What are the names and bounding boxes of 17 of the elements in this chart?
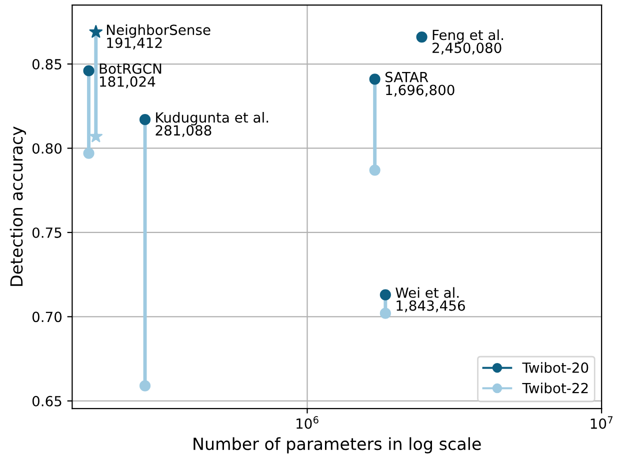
- annotation: SATAR 1,696,800: [385, 72, 454, 97]
- y-tick-label: 0.80: [32, 143, 62, 154]
- x-tick-label: 10$^{7}$: [590, 416, 613, 429]
- y-tick-label: 0.85: [32, 58, 62, 70]
- y-axis-title: Detection accuracy: [10, 126, 26, 286]
- annotation: Wei et al. 1,843,456: [396, 287, 465, 312]
- x-tick-label: 10$^{6}$: [296, 416, 318, 429]
- y-tick-label: 0.70: [32, 312, 62, 322]
- legend-label: Twibot-20: [522, 362, 588, 373]
- x-axis-title: Number of parameters in log scale: [194, 437, 481, 454]
- y-tick-label: 0.75: [32, 227, 62, 238]
- annotation: NeighborSense 191,412: [106, 24, 210, 50]
- annotation: Feng et al. 2,450,080: [432, 29, 504, 55]
- annotation: Kudugunta et al. 281,088: [156, 112, 268, 138]
- annotation: BotRGCN 181,024: [100, 63, 162, 88]
- legend-label: Twibot-22: [522, 382, 588, 394]
- y-tick-label: 0.65: [32, 396, 62, 406]
